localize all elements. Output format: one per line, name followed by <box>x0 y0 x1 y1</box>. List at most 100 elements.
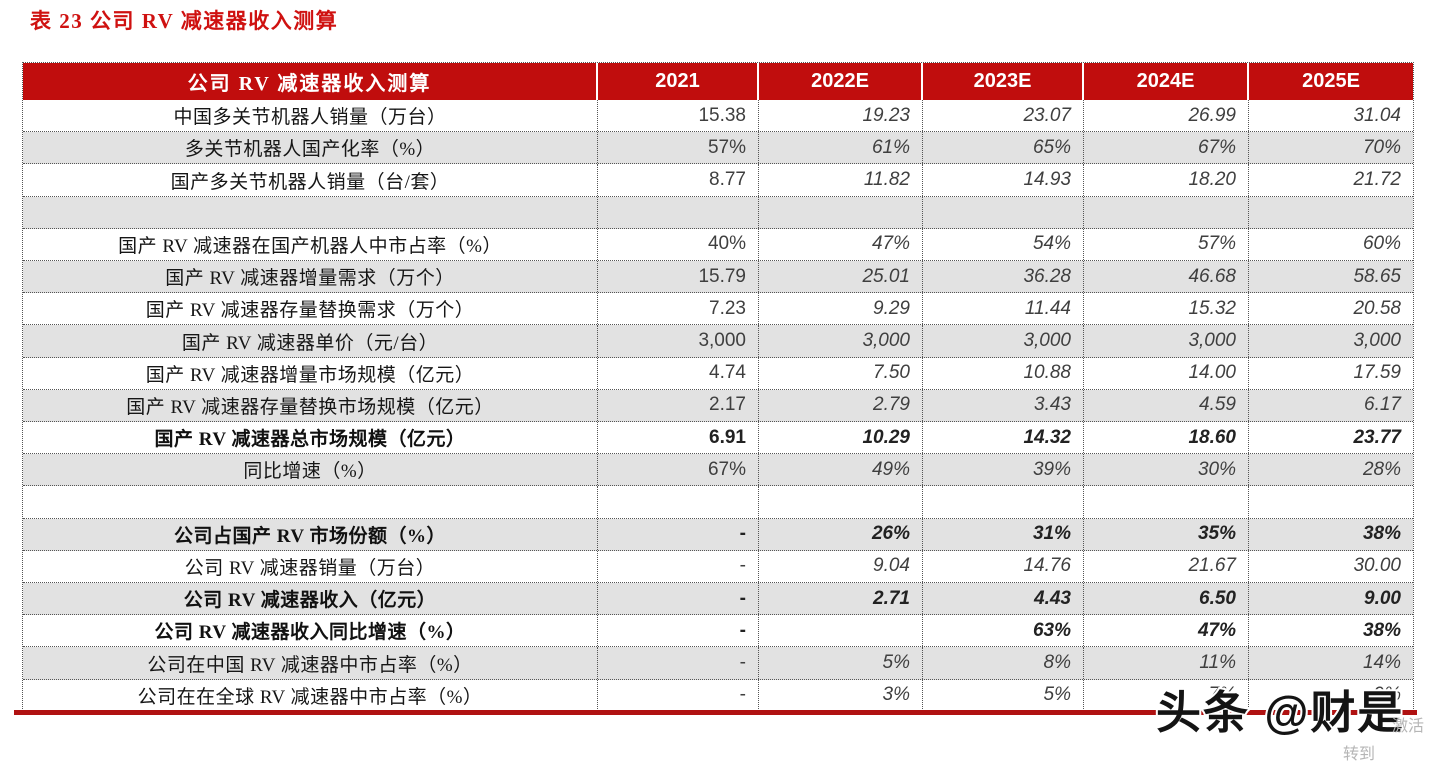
row-label: 国产 RV 减速器存量替换市场规模（亿元） <box>23 389 598 422</box>
value-cell: 15.32 <box>1084 293 1249 325</box>
table-row: 公司 RV 减速器收入同比增速（%） - 63% 47% 38% <box>23 615 1413 648</box>
value-cell: 18.20 <box>1084 164 1249 196</box>
value-cell: 14.93 <box>923 164 1084 196</box>
value-cell: - <box>598 679 759 711</box>
value-cell: 3.43 <box>923 389 1084 422</box>
value-cell: 6.91 <box>598 422 759 454</box>
value-cell <box>1084 486 1249 518</box>
table-row: 公司占国产 RV 市场份额（%） -26% 31% 35% 38% <box>23 518 1413 551</box>
table-row: 国产 RV 减速器增量需求（万个） 15.79 25.01 36.28 46.68 58.… <box>23 261 1413 294</box>
value-cell: 7.23 <box>598 293 759 325</box>
row-label: 公司 RV 减速器收入同比增速（%） <box>23 615 598 647</box>
rv-reducer-revenue-table: 公司 RV 减速器收入测算 2021 2022E 2023E 2024E 2025E 中国… <box>22 62 1414 711</box>
header-cell-year: 2024E <box>1084 63 1249 100</box>
value-cell: 9.04 <box>759 550 923 583</box>
row-label: 公司占国产 RV 市场份额（%） <box>23 518 598 550</box>
value-cell: 58.65 <box>1353 265 1401 287</box>
value-cell: 2.79 <box>759 389 923 422</box>
row-label: 国产 RV 减速器单价（元/台） <box>23 325 598 357</box>
value-cell: 10.29 <box>759 422 923 454</box>
value-cell: 8.77 <box>598 164 759 196</box>
value-cell: 3,000 <box>1084 325 1249 357</box>
value-cell: - <box>598 583 759 615</box>
table-row: 国产 RV 减速器存量替换市场规模（亿元） 2.17 2.79 3.43 4.59 6.1… <box>23 389 1413 423</box>
value-cell: 60% <box>1362 233 1401 255</box>
value-cell: 47% <box>1084 615 1249 647</box>
table-row: 国产 RV 减速器增量市场规模（亿元） 4.74 7.50 10.88 14.00 17.… <box>23 357 1413 390</box>
value-cell <box>1249 486 1413 517</box>
value-cell: 65% <box>923 132 1084 164</box>
value-cell: 54% <box>923 228 1084 261</box>
value-cell: 11.82 <box>759 164 923 196</box>
value-cell: 23.77 <box>1353 426 1401 448</box>
value-cell: 40% <box>598 228 759 261</box>
value-cell: 6.50 <box>1084 583 1249 615</box>
table-row <box>23 196 1413 229</box>
table-row: 公司 RV 减速器销量（万台） -9.04 14.76 21.67 30.00 <box>23 550 1413 584</box>
value-cell: 5% <box>923 679 1084 711</box>
table-row: 国产 RV 减速器在国产机器人中市占率（%） 40% 47% 54% 57% 60% <box>23 228 1413 262</box>
value-cell <box>759 486 923 518</box>
value-cell: 2.17 <box>598 389 759 422</box>
value-cell: 4.59 <box>1084 389 1249 422</box>
value-cell: 2.71 <box>759 583 923 615</box>
value-cell: 3,000 <box>598 325 759 357</box>
table-row: 公司在在全球 RV 减速器中市占率（%） -3% 5% 7% 9% <box>23 679 1413 711</box>
table-row: 同比增速（%） 67% 49% 39% 30% 28% <box>23 454 1413 487</box>
table-header-row: 公司 RV 减速器收入测算 2021 2022E 2023E 2024E 2025E <box>23 63 1413 100</box>
value-cell: 19.23 <box>759 100 923 132</box>
value-cell: 21.72 <box>1353 169 1401 190</box>
value-cell: 46.68 <box>1084 261 1249 293</box>
value-cell: 35% <box>1084 518 1249 550</box>
row-label: 公司 RV 减速器销量（万台） <box>23 550 598 583</box>
table-bottom-rule <box>14 710 1417 715</box>
value-cell: 47% <box>759 228 923 261</box>
row-label <box>23 196 598 228</box>
value-cell: 14.32 <box>923 422 1084 454</box>
header-cell-year: 2025E <box>1249 63 1413 100</box>
value-cell: 38% <box>1362 619 1401 641</box>
value-cell: 4.43 <box>923 583 1084 615</box>
watermark-toutiao-caishi: 头条 @财是 <box>1154 685 1405 740</box>
row-label: 国产 RV 减速器存量替换需求（万个） <box>23 293 598 325</box>
windows-activation-watermark-line1: 激活 <box>1392 718 1425 735</box>
value-cell: 5% <box>759 647 923 679</box>
header-cell-year: 2022E <box>759 63 923 100</box>
value-cell <box>1249 197 1413 228</box>
value-cell: 30% <box>1084 454 1249 486</box>
value-cell: 67% <box>1084 132 1249 164</box>
value-cell: 3,000 <box>759 325 923 357</box>
value-cell: 28% <box>1362 458 1401 480</box>
value-cell <box>598 486 759 518</box>
value-cell: 30.00 <box>1353 555 1401 577</box>
header-cell-year: 2023E <box>923 63 1084 100</box>
value-cell <box>923 486 1084 518</box>
row-label: 同比增速（%） <box>23 454 598 486</box>
row-label: 多关节机器人国产化率（%） <box>23 132 598 164</box>
value-cell: - <box>598 550 759 583</box>
table-row: 国产 RV 减速器单价（元/台） 3,000 3,000 3,000 3,000 3,00… <box>23 325 1413 358</box>
header-cell-year: 2021 <box>598 63 759 100</box>
value-cell: 9.00 <box>1364 587 1401 609</box>
value-cell: 10.88 <box>923 357 1084 389</box>
value-cell: - <box>598 647 759 679</box>
table-body: 中国多关节机器人销量（万台） 15.38 19.23 23.07 26.99 31.04 多… <box>23 100 1413 711</box>
value-cell: 3,000 <box>1353 330 1401 352</box>
value-cell: 17.59 <box>1353 362 1401 384</box>
value-cell: 7.50 <box>759 357 923 389</box>
row-label: 国产多关节机器人销量（台/套） <box>23 164 598 196</box>
row-label: 国产 RV 减速器增量需求（万个） <box>23 261 598 293</box>
value-cell: 31.04 <box>1353 104 1401 126</box>
header-cell-title: 公司 RV 减速器收入测算 <box>23 63 598 100</box>
value-cell: 39% <box>923 454 1084 486</box>
row-label: 中国多关节机器人销量（万台） <box>23 100 598 132</box>
value-cell: 4.74 <box>598 357 759 389</box>
value-cell: 18.60 <box>1084 422 1249 454</box>
value-cell: 61% <box>759 132 923 164</box>
value-cell: 23.07 <box>923 100 1084 132</box>
value-cell: 57% <box>1084 228 1249 261</box>
row-label: 公司在在全球 RV 减速器中市占率（%） <box>23 679 598 711</box>
table-row <box>23 486 1413 519</box>
value-cell: 36.28 <box>923 261 1084 293</box>
value-cell: 21.67 <box>1084 550 1249 583</box>
